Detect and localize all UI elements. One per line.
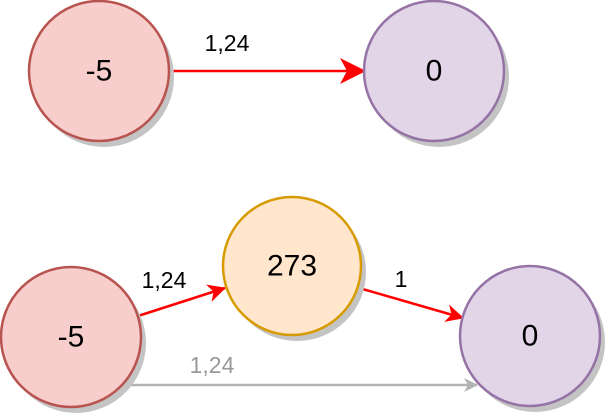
bottom-edge-source-target-label: 1,24 [190,352,235,378]
bottom-target-label: 0 [522,320,539,353]
top-source-circle [27,0,171,143]
top-graph: 1,24 -5 0 [27,0,509,147]
bottom-source-label: -5 [58,321,85,354]
bottom-middle-circle [221,195,363,337]
bottom-middle-label: 273 [267,250,317,283]
top-source-node[interactable]: -5 [27,0,174,147]
top-edge-label: 1,24 [205,30,250,56]
bottom-target-node[interactable]: 0 [458,264,605,412]
bottom-source-node[interactable]: -5 [0,265,146,413]
top-target-circle [362,0,506,143]
top-source-label: -5 [86,55,113,88]
bottom-edge-source-middle-line [137,284,226,318]
bottom-edge-middle-target-line [358,286,464,322]
bottom-edge-middle-target-label: 1 [395,266,408,292]
bottom-target-circle [458,264,602,408]
bottom-graph: 1,24 1,24 1 -5 273 0 [0,195,605,413]
bottom-edge-source-middle-label: 1,24 [142,267,187,293]
top-target-label: 0 [426,55,443,88]
bottom-middle-node[interactable]: 273 [221,195,366,341]
top-target-node[interactable]: 0 [362,0,509,147]
bottom-source-circle [0,265,143,409]
